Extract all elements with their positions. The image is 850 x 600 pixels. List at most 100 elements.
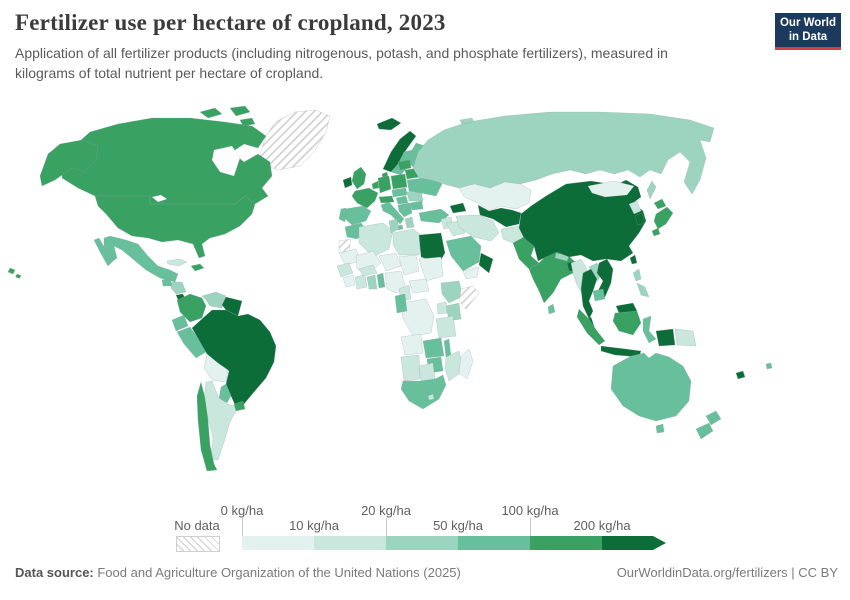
country-papua-indonesia[interactable]	[655, 328, 676, 347]
legend-bin-200+-kgha[interactable]	[602, 536, 666, 550]
country-angola[interactable]	[400, 333, 424, 356]
country-greenland[interactable]	[257, 109, 331, 171]
country-iran[interactable]	[455, 214, 500, 242]
country-argentina[interactable]	[203, 380, 237, 461]
country-mali[interactable]	[355, 250, 382, 274]
country-sulawesi[interactable]	[642, 315, 657, 344]
country-thailand[interactable]	[580, 268, 598, 320]
country-cuba[interactable]	[166, 258, 188, 267]
country-drc[interactable]	[400, 298, 435, 337]
country-somalia[interactable]	[458, 285, 480, 310]
country-gabon-congo[interactable]	[394, 293, 408, 314]
country-fiji[interactable]	[765, 362, 773, 370]
legend-no-data-swatch[interactable]	[176, 536, 220, 552]
country-burkina-faso[interactable]	[358, 264, 378, 277]
country-portugal[interactable]	[338, 207, 347, 223]
country-south-korea[interactable]	[634, 212, 646, 226]
legend-bin-10-20-kgha[interactable]	[314, 536, 386, 550]
country-usa[interactable]	[7, 267, 16, 275]
country-japan[interactable]	[653, 198, 667, 210]
country-namibia[interactable]	[400, 354, 421, 382]
country-paraguay[interactable]	[218, 383, 232, 404]
country-saudi-arabia[interactable]	[445, 235, 482, 272]
country-uruguay[interactable]	[233, 400, 246, 412]
country-russia[interactable]	[646, 180, 657, 200]
country-russia[interactable]	[412, 111, 715, 195]
country-kalimantan[interactable]	[612, 310, 642, 336]
country-spain[interactable]	[342, 205, 372, 226]
country-australia[interactable]	[610, 352, 692, 422]
country-caucasus[interactable]	[449, 202, 467, 214]
country-mongolia[interactable]	[587, 180, 635, 198]
country-senegal-guinea[interactable]	[336, 262, 354, 278]
country-new-zealand[interactable]	[705, 410, 722, 426]
country-tanzania[interactable]	[435, 315, 457, 339]
country-libya[interactable]	[392, 228, 422, 256]
country-greece[interactable]	[404, 216, 415, 229]
country-canada[interactable]	[199, 107, 223, 119]
country-ireland[interactable]	[342, 176, 353, 189]
country-lesotho[interactable]	[427, 393, 435, 401]
country-india[interactable]	[528, 250, 577, 304]
country-sumatra[interactable]	[576, 308, 606, 346]
country-czech-slovakia[interactable]	[391, 187, 408, 198]
country-canada[interactable]	[229, 105, 251, 117]
country-hungary[interactable]	[395, 195, 409, 205]
country-uk[interactable]	[351, 166, 367, 190]
country-north-korea[interactable]	[628, 200, 642, 215]
country-malawi[interactable]	[443, 338, 452, 358]
country-italy[interactable]	[380, 201, 405, 225]
country-algeria[interactable]	[358, 222, 394, 258]
country-cote-divoire[interactable]	[354, 274, 368, 290]
legend-bin-0-10-kgha[interactable]	[242, 536, 314, 550]
country-central-african-republic[interactable]	[408, 278, 430, 294]
country-poland[interactable]	[390, 173, 408, 190]
country-egypt[interactable]	[418, 232, 446, 264]
country-ethiopia[interactable]	[440, 280, 464, 304]
country-baltics[interactable]	[397, 159, 412, 171]
country-switz-austria[interactable]	[378, 195, 395, 204]
country-new-zealand[interactable]	[695, 422, 714, 440]
country-togo-benin[interactable]	[376, 272, 386, 289]
country-sri-lanka[interactable]	[547, 303, 556, 315]
country-tasmania[interactable]	[655, 423, 665, 434]
country-colombia[interactable]	[176, 293, 207, 323]
legend-bin-20-50-kgha[interactable]	[386, 536, 458, 550]
country-philippines[interactable]	[632, 268, 642, 282]
country-taiwan[interactable]	[629, 254, 638, 265]
legend-bin-100-200-kgha[interactable]	[530, 536, 602, 550]
country-usa[interactable]	[15, 273, 22, 279]
country-guatemala[interactable]	[161, 277, 173, 287]
country-zambia[interactable]	[422, 337, 445, 359]
country-france[interactable]	[351, 187, 379, 209]
country-ecuador[interactable]	[171, 314, 189, 332]
country-china[interactable]	[518, 179, 647, 262]
country-sudan[interactable]	[418, 256, 444, 282]
country-usa[interactable]	[39, 139, 99, 187]
country-japan[interactable]	[651, 227, 661, 237]
country-iceland[interactable]	[376, 117, 402, 131]
country-mozambique[interactable]	[444, 350, 464, 382]
country-south-africa[interactable]	[400, 374, 447, 410]
country-benelux[interactable]	[371, 180, 380, 190]
country-chile[interactable]	[196, 381, 218, 472]
country-bolivia[interactable]	[203, 353, 229, 383]
country-philippines[interactable]	[636, 282, 650, 298]
country-uganda[interactable]	[436, 301, 448, 315]
country-niger[interactable]	[378, 252, 402, 272]
country-honduras-nicaragua[interactable]	[170, 281, 187, 295]
country-ghana[interactable]	[366, 274, 378, 290]
country-mexico[interactable]	[103, 235, 179, 283]
country-japan[interactable]	[653, 206, 674, 230]
owid-url-license[interactable]: OurWorldinData.org/fertilizers | CC BY	[616, 565, 838, 580]
country-chad[interactable]	[398, 254, 420, 276]
country-vietnam[interactable]	[596, 258, 614, 298]
country-oman[interactable]	[478, 252, 494, 274]
country-yemen[interactable]	[462, 266, 480, 280]
country-papua-new-guinea[interactable]	[674, 328, 697, 347]
country-balkans[interactable]	[397, 202, 413, 218]
country-canada[interactable]	[239, 117, 256, 127]
legend-bin-50-100-kgha[interactable]	[458, 536, 530, 550]
country-uzbek-turkmen[interactable]	[477, 204, 522, 228]
country-tunisia[interactable]	[388, 218, 400, 234]
